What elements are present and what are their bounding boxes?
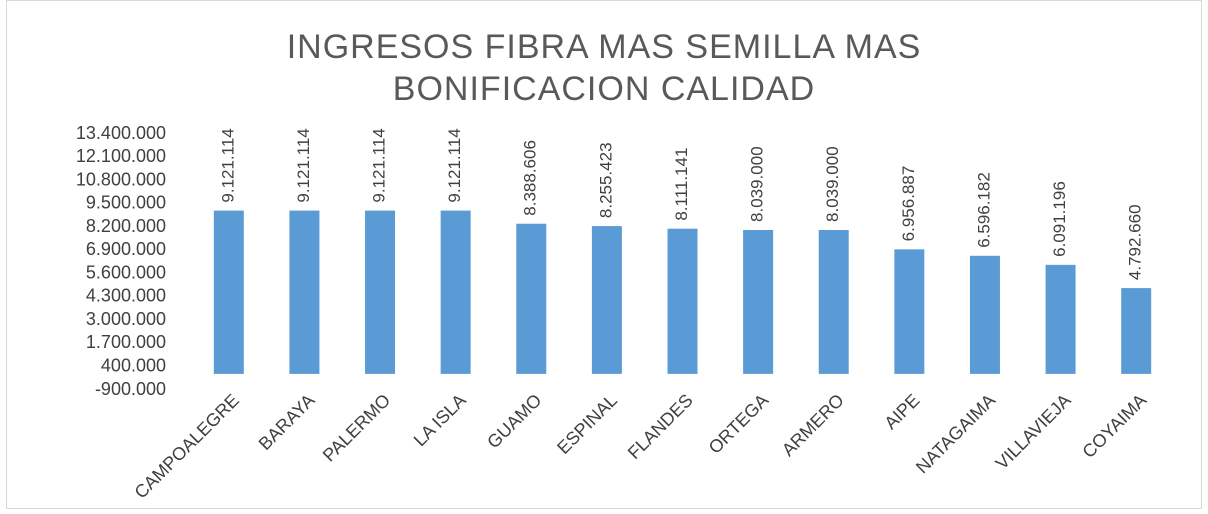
data-label: 8.039.000 — [823, 146, 842, 222]
x-tick-label: COYAIMA — [1078, 390, 1150, 462]
x-tick-label: GUAMO — [483, 390, 545, 452]
data-label: 9.121.114 — [445, 128, 464, 202]
chart-frame — [6, 0, 1202, 509]
bar — [516, 223, 547, 374]
y-tick-label: 5.600.000 — [86, 262, 166, 282]
bar — [365, 210, 396, 374]
x-tick-label: CAMPOALEGRE — [131, 390, 243, 502]
x-tick-label: NATAGAIMA — [912, 390, 999, 477]
bar — [440, 210, 471, 374]
data-label: 9.121.114 — [218, 128, 237, 202]
x-tick-label: AIPE — [880, 390, 923, 433]
data-label: 6.091.196 — [1050, 181, 1069, 257]
data-label: 8.111.141 — [672, 148, 691, 221]
y-tick-label: 6.900.000 — [86, 239, 166, 259]
x-tick-label: VILLAVIEJA — [992, 390, 1075, 473]
y-tick-label: 9.500.000 — [86, 193, 166, 213]
data-label: 4.792.660 — [1126, 204, 1145, 280]
data-label: 9.121.114 — [294, 128, 313, 202]
data-label: 6.596.182 — [974, 172, 993, 248]
bar — [969, 255, 1000, 374]
x-tick-label: PALERMO — [319, 390, 394, 465]
x-tick-label: FLANDES — [624, 390, 697, 463]
bar — [818, 229, 849, 374]
bar — [289, 210, 320, 374]
data-label: 8.039.000 — [748, 146, 767, 222]
bar — [1121, 288, 1152, 374]
data-label: 8.255.423 — [596, 142, 615, 218]
bar — [894, 249, 925, 374]
bar — [591, 226, 622, 374]
y-tick-label: 8.200.000 — [86, 216, 166, 236]
x-tick-label: ORTEGA — [705, 390, 773, 458]
x-tick-label: ARMERO — [778, 390, 848, 460]
bar — [743, 229, 774, 374]
bar — [1045, 264, 1076, 374]
data-label: 9.121.114 — [370, 128, 389, 202]
data-label: 8.388.606 — [521, 140, 540, 216]
x-tick-label: LA ISLA — [410, 390, 470, 450]
y-tick-label: 4.300.000 — [86, 286, 166, 306]
bar — [667, 228, 698, 374]
y-tick-label: 400.000 — [101, 355, 166, 375]
y-tick-label: 13.400.000 — [76, 123, 166, 143]
y-tick-label: 3.000.000 — [86, 309, 166, 329]
y-tick-label: 12.100.000 — [76, 146, 166, 166]
y-tick-label: 1.700.000 — [86, 332, 166, 352]
y-tick-label: -900.000 — [95, 379, 166, 399]
chart-title: INGRESOS FIBRA MAS SEMILLA MAS BONIFICAC… — [286, 28, 922, 108]
x-tick-label: BARAYA — [255, 390, 319, 454]
y-tick-label: 10.800.000 — [76, 169, 166, 189]
bar — [213, 210, 244, 374]
x-tick-label: ESPINAL — [553, 390, 621, 458]
data-label: 6.956.887 — [899, 166, 918, 242]
